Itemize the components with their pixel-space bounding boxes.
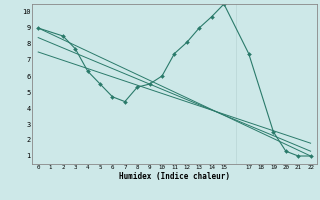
X-axis label: Humidex (Indice chaleur): Humidex (Indice chaleur) (119, 172, 230, 181)
